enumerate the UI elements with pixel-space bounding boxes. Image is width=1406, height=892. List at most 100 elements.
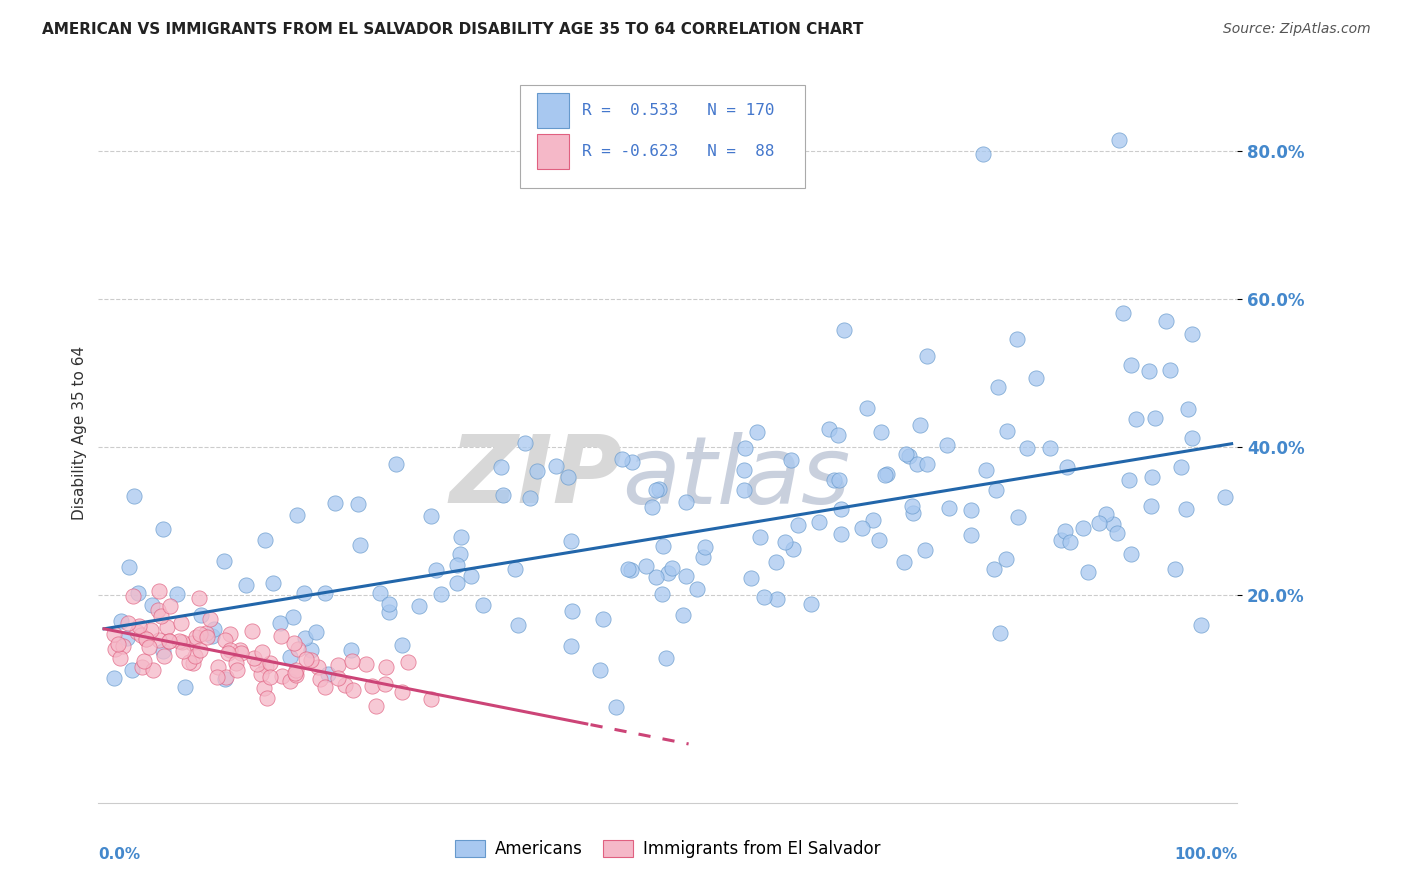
Text: R =  0.533   N = 170: R = 0.533 N = 170 (582, 103, 775, 118)
Point (1177, 401, 1199, 416)
Point (305, 624, 328, 639)
Point (200, 612, 222, 626)
Point (526, 464, 548, 478)
Point (780, 453, 803, 467)
Point (692, 549, 714, 564)
Point (508, 618, 530, 632)
Point (740, 571, 762, 585)
Point (544, 459, 567, 474)
Point (124, 489, 146, 503)
Text: 0.0%: 0.0% (98, 847, 141, 863)
Point (125, 624, 148, 639)
Text: AMERICAN VS IMMIGRANTS FROM EL SALVADOR DISABILITY AGE 35 TO 64 CORRELATION CHAR: AMERICAN VS IMMIGRANTS FROM EL SALVADOR … (42, 22, 863, 37)
Point (111, 640, 134, 654)
Point (212, 554, 235, 568)
Point (1108, 133, 1130, 147)
Point (1175, 502, 1198, 516)
Point (560, 534, 582, 549)
Point (309, 672, 332, 686)
Point (166, 587, 188, 601)
Point (503, 562, 526, 576)
Point (856, 401, 879, 415)
Point (830, 527, 852, 541)
Point (269, 616, 291, 631)
Point (347, 498, 370, 512)
Point (894, 447, 917, 461)
Point (870, 425, 893, 439)
Point (1007, 509, 1029, 524)
Point (1118, 474, 1140, 488)
Point (987, 380, 1010, 394)
Point (449, 547, 471, 561)
Point (1054, 524, 1077, 538)
Point (201, 629, 224, 643)
Point (1170, 460, 1192, 475)
Legend: Americans, Immigrants from El Salvador: Americans, Immigrants from El Salvador (449, 833, 887, 865)
Point (188, 627, 211, 641)
Point (1164, 562, 1187, 576)
Point (360, 679, 382, 693)
Point (215, 669, 238, 683)
Text: ZIP: ZIP (450, 431, 623, 523)
Point (364, 698, 387, 713)
Point (127, 586, 149, 600)
Point (1025, 371, 1047, 385)
Point (988, 625, 1011, 640)
Point (287, 642, 309, 657)
Point (868, 533, 890, 547)
Point (148, 584, 170, 599)
Point (733, 483, 755, 497)
Point (283, 610, 305, 624)
FancyBboxPatch shape (520, 85, 804, 188)
Point (695, 540, 717, 554)
Point (285, 668, 308, 682)
Point (1095, 508, 1118, 522)
Point (1076, 565, 1098, 579)
Point (898, 449, 921, 463)
Point (226, 664, 249, 678)
Point (1056, 459, 1078, 474)
Point (645, 483, 668, 497)
Point (316, 667, 339, 681)
Text: Source: ZipAtlas.com: Source: ZipAtlas.com (1223, 22, 1371, 37)
Point (231, 646, 253, 660)
Point (446, 576, 468, 591)
Point (240, 624, 263, 638)
Point (672, 607, 695, 622)
Point (110, 614, 132, 628)
Point (914, 542, 936, 557)
Point (169, 633, 191, 648)
Point (905, 457, 928, 471)
Point (259, 656, 281, 670)
Point (492, 488, 515, 502)
Point (292, 586, 315, 600)
Point (349, 538, 371, 552)
Point (915, 349, 938, 363)
Point (284, 666, 307, 681)
Point (748, 530, 770, 544)
Point (262, 576, 284, 591)
Point (368, 585, 391, 599)
Point (271, 668, 294, 682)
Point (1119, 358, 1142, 372)
Point (675, 569, 697, 583)
Point (153, 648, 176, 663)
Point (1191, 618, 1213, 632)
Point (675, 495, 697, 509)
Point (960, 528, 983, 542)
Point (301, 642, 323, 657)
Point (1142, 470, 1164, 484)
Point (823, 474, 845, 488)
Point (800, 597, 823, 611)
Point (862, 513, 884, 527)
Point (994, 551, 1017, 566)
Point (589, 664, 612, 678)
Point (340, 643, 363, 657)
Point (152, 643, 174, 657)
Point (170, 635, 193, 649)
Point (378, 605, 401, 619)
Point (651, 586, 673, 600)
Text: R = -0.623   N =  88: R = -0.623 N = 88 (582, 144, 775, 159)
Point (152, 522, 174, 536)
Point (655, 651, 678, 665)
